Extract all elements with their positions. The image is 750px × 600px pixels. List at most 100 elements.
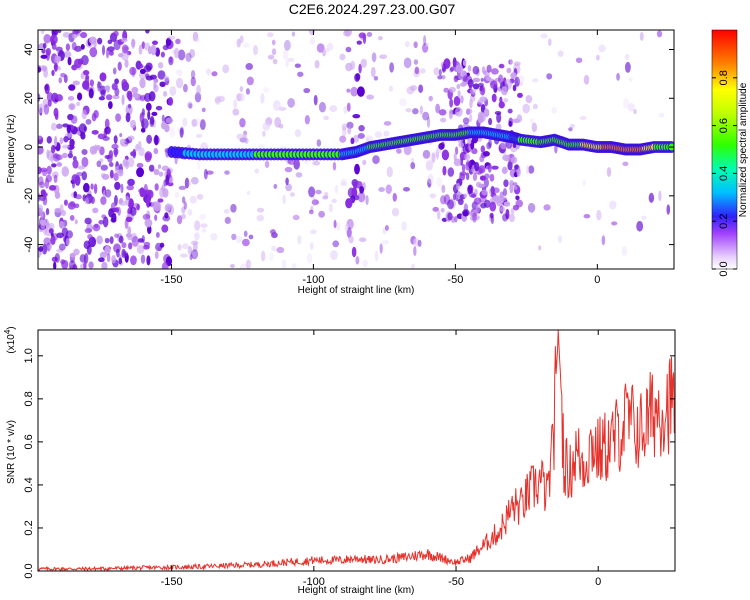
spectrogram-blob [203, 168, 208, 180]
spectrogram-blob [490, 80, 498, 89]
spectrogram-blob [656, 30, 663, 38]
spectrogram-blob [80, 72, 85, 80]
spectrogram-blob [353, 181, 358, 190]
spectrogram-blob [242, 238, 250, 247]
spectrogram-blob [441, 74, 446, 80]
spectrogram-blob [99, 85, 107, 95]
spectrogram-blob [403, 144, 412, 156]
spectrogram-blob [294, 63, 302, 68]
spectrogram-blob [339, 135, 347, 143]
spectrogram-blob [314, 60, 320, 69]
spectrogram-blob [260, 93, 265, 104]
spectrogram-blob [341, 123, 347, 131]
spectrogram-blob [334, 184, 338, 194]
spectrogram-blob [137, 238, 144, 243]
colorbar-tick-label: 0.0 [718, 261, 730, 276]
spectrogram-blob [456, 83, 461, 90]
spectrogram-blob [510, 72, 517, 79]
spectrogram-blob [383, 121, 392, 126]
spectrogram-blob [81, 171, 88, 181]
spectrogram-blob [371, 52, 377, 63]
spectrogram-blob [285, 183, 292, 192]
spectrogram-blob [532, 103, 538, 110]
spectrogram-blob [178, 185, 187, 190]
spectrogram-blob [379, 54, 388, 60]
spectrogram-blob [169, 127, 176, 138]
spectrogram-blob [339, 53, 346, 61]
spectrogram-blob [190, 240, 199, 245]
spectrogram-blob [196, 84, 201, 96]
spectrogram-blob [323, 48, 330, 53]
spectrogram-blob [374, 131, 383, 138]
spectrogram-blob [63, 136, 69, 143]
spectrogram-blob [47, 99, 52, 107]
spectrogram-blob [55, 94, 63, 102]
spectrogram-blob [322, 195, 329, 200]
spectrogram-blob [125, 112, 131, 123]
spectrogram-blob [89, 79, 94, 87]
spectrogram-blob [498, 74, 504, 85]
spectrogram-blob [98, 219, 104, 225]
spectrogram-ridge [167, 126, 674, 161]
spectrogram-blob [197, 159, 201, 170]
spectrogram-blob [464, 153, 471, 161]
spectrogram-blob [119, 138, 126, 146]
y-tick-label-bottom: 0.0 [23, 563, 35, 578]
spectrogram-blob [130, 206, 137, 217]
spectrogram-blob [248, 234, 254, 240]
spectrogram-blob [419, 68, 426, 74]
spectrogram-blob [359, 237, 367, 243]
spectrogram-blob [232, 108, 240, 116]
spectrogram-blob [116, 248, 120, 258]
spectrogram-blob [174, 191, 180, 199]
plot-frame-bottom [37, 329, 676, 572]
spectrogram-blob [114, 149, 118, 158]
spectrogram-blob [543, 204, 551, 211]
spectrogram-blob [473, 197, 482, 205]
spectrogram-blob [448, 86, 456, 93]
spectrogram-blob [343, 105, 348, 114]
spectrogram-blob [502, 188, 508, 197]
spectrogram-blob [58, 77, 63, 84]
spectrogram-blob [477, 114, 484, 124]
spectrogram-blob [175, 69, 183, 76]
spectrogram-blob [132, 92, 139, 99]
spectrogram-blob [44, 84, 49, 91]
colorbar-tick-label: 0.6 [718, 118, 730, 133]
spectrogram-blob [510, 156, 518, 164]
spectrogram-blob [621, 246, 628, 257]
spectrogram-blob [289, 192, 295, 197]
spectrogram-blob [410, 157, 415, 163]
spectrogram-blob [431, 152, 436, 164]
spectrogram-blob [463, 193, 467, 198]
spectrogram-blob [472, 65, 480, 75]
spectrogram-blob [53, 261, 57, 269]
spectrogram-blob [575, 57, 583, 64]
spectrogram-blob [159, 242, 165, 248]
spectrogram-blob [272, 100, 281, 111]
y-tick-label-bottom: 0.2 [23, 520, 35, 535]
spectrogram-blob [138, 44, 143, 55]
spectrogram-blob [43, 104, 50, 115]
spectrogram-blob [131, 38, 136, 48]
spectrogram-blob [54, 253, 60, 263]
spectrogram-blob [63, 50, 72, 58]
colorbar-label: Normalized spectral amplitude [738, 82, 749, 217]
spectrogram-blob [162, 44, 169, 51]
spectrogram-blob [366, 94, 375, 100]
spectrogram-blob [303, 87, 311, 94]
spectrogram-blob [224, 216, 231, 224]
spectrogram-blob [139, 77, 146, 89]
spectrogram-blob [442, 165, 447, 176]
spectrogram-blob [336, 222, 341, 231]
spectrogram-blob [57, 30, 62, 34]
spectrogram-blob [174, 47, 180, 59]
spectrogram-blob [440, 117, 447, 123]
spectrogram-blob [359, 185, 365, 194]
spectrogram-blob [449, 98, 454, 108]
spectrogram-blob [60, 72, 67, 78]
spectrogram-blob [59, 137, 64, 145]
spectrogram-blob [145, 102, 152, 111]
spectrogram-blob [51, 43, 57, 50]
spectrogram-blob [488, 117, 493, 126]
